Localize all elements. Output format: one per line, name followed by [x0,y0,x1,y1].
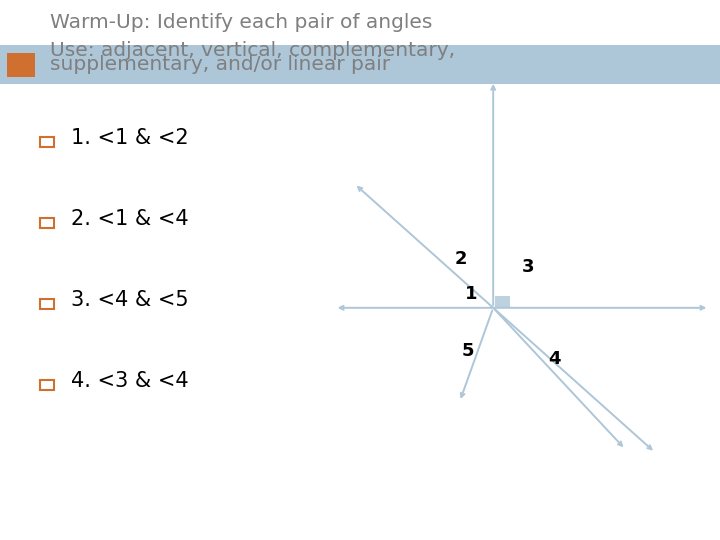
Text: Use: adjacent, vertical, complementary,: Use: adjacent, vertical, complementary, [50,40,456,59]
Bar [7,53,35,77]
Text: Warm-Up: Identify each pair of angles: Warm-Up: Identify each pair of angles [50,14,433,32]
Text: 5: 5 [462,342,474,360]
Bar [40,218,54,228]
Text: 1: 1 [465,285,478,303]
Text: 4: 4 [548,350,561,368]
Text: 2. <1 & <4: 2. <1 & <4 [71,208,188,229]
Text: 2: 2 [454,250,467,268]
Bar [0,45,720,84]
Text: 4. <3 & <4: 4. <3 & <4 [71,370,188,391]
Text: 3: 3 [521,258,534,276]
Text: supplementary, and/or linear pair: supplementary, and/or linear pair [50,55,390,74]
Bar [40,380,54,390]
Bar [40,299,54,309]
Bar [40,137,54,147]
Text: 3. <4 & <5: 3. <4 & <5 [71,289,188,310]
Bar [495,296,510,307]
Text: 1. <1 & <2: 1. <1 & <2 [71,127,188,148]
